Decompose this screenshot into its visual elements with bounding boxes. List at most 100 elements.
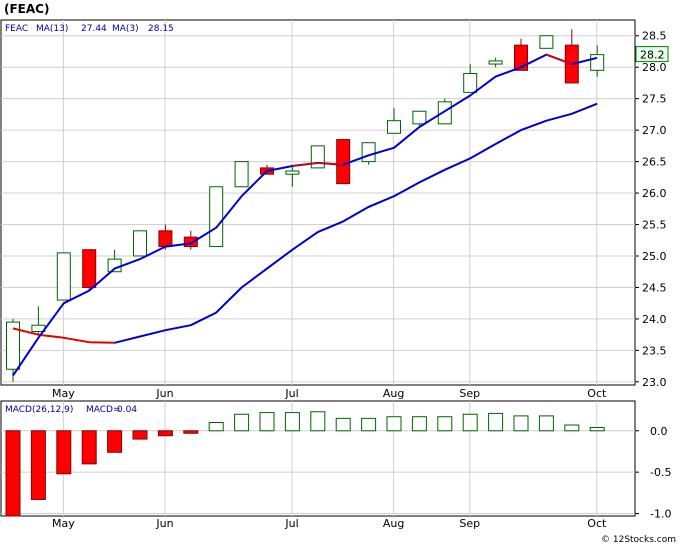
candle-body (463, 72, 478, 93)
candle-up (234, 161, 249, 188)
macd-bar-positive (411, 416, 427, 432)
price-x-month-label: Jul (284, 387, 298, 400)
candle-body (590, 54, 605, 71)
macd-bar-negative (81, 430, 97, 465)
price-y-tick-label: 26.0 (642, 187, 667, 200)
macd-x-month-label: Aug (383, 517, 404, 530)
candle-down (158, 224, 173, 250)
current-price-label: 28.2 (640, 49, 665, 62)
price-candles (6, 29, 605, 382)
price-x-month-label: Jun (155, 387, 173, 400)
macd-bar-positive (208, 422, 224, 432)
candle-body (361, 142, 376, 163)
macd-y-tick-label: -0.5 (650, 466, 671, 479)
macd-y-tick-label: -1.0 (650, 508, 671, 521)
candle-up (437, 98, 452, 125)
macd-bar-negative (30, 430, 46, 500)
price-y-tick-label: 24.5 (642, 281, 667, 294)
macd-bar-positive (361, 417, 377, 432)
current-price-box (635, 46, 669, 63)
candle-body (133, 230, 147, 257)
moving-averages (12, 53, 598, 377)
price-y-tick-label: 28.0 (642, 61, 667, 74)
price-y-tick-label: 25.5 (642, 219, 667, 232)
macd-legend-label: MACD(26,12,9) (5, 405, 73, 415)
macd-x-month-label: May (52, 517, 75, 530)
macd-bar-positive (488, 412, 504, 432)
candle-up (285, 164, 300, 187)
macd-legend: MACD(26,12,9) MACD= 0.04 (5, 405, 137, 415)
candle-up (310, 145, 325, 169)
footer-credit: © 12Stocks.com (601, 535, 676, 545)
candle-up (209, 186, 224, 248)
macd-y-tick-label: 0.0 (650, 425, 668, 438)
candle-body (6, 321, 20, 370)
macd-x-month-label: Oct (587, 517, 607, 530)
candle-body (158, 230, 173, 248)
chart-title: (FEAC) (4, 2, 49, 16)
legend-symbol: FEAC (5, 24, 28, 34)
price-x-month-label: Sep (459, 387, 480, 400)
macd-bar-positive (284, 412, 300, 432)
macd-bar-positive (310, 411, 326, 432)
price-plot-frame (0, 19, 636, 386)
candle-body (412, 110, 427, 125)
macd-legend-value: 0.04 (117, 405, 137, 415)
price-y-axis: 23.0 23.5 24.0 24.5 25.0 25.5 26.0 26.5 27.0 27.5… (635, 30, 667, 389)
candle-body (310, 145, 325, 169)
price-x-month-label: Oct (587, 387, 607, 400)
candle-body (336, 139, 351, 185)
price-y-tick-label: 27.5 (642, 93, 667, 106)
candle-up (488, 57, 503, 68)
price-y-tick-label: 23.0 (642, 376, 667, 389)
price-y-tick-label: 27.0 (642, 124, 667, 137)
macd-bars (5, 411, 605, 517)
candle-body (285, 170, 300, 175)
macd-bar-positive (564, 424, 580, 432)
legend-ma13-label: MA(13) (36, 24, 68, 34)
macd-bar-positive (462, 413, 478, 432)
macd-x-month-label: Sep (459, 517, 480, 530)
ma13-line (114, 102, 598, 344)
price-y-tick-label: 25.0 (642, 250, 667, 263)
price-x-axis: May Jun Jul Aug Sep Oct (52, 387, 607, 400)
macd-y-axis: 0.0 -0.5 -1.0 (635, 425, 671, 521)
ma3-line-red-segment (546, 53, 573, 65)
candle-down (82, 249, 97, 291)
price-x-month-label: Aug (383, 387, 404, 400)
macd-bar-negative (107, 430, 123, 453)
ma13-line-red-segment (12, 327, 115, 344)
price-legend: FEAC MA(13) 27.44 MA(3) 28.15 (5, 24, 174, 34)
candle-up (133, 230, 147, 257)
macd-x-month-label: Jun (155, 517, 173, 530)
current-price-tag: 28.2 (635, 46, 669, 63)
macd-bar-positive (589, 426, 605, 432)
price-y-tick-label: 28.5 (642, 30, 667, 43)
candle-body (514, 44, 528, 71)
candle-up (56, 252, 71, 301)
macd-bar-negative (56, 430, 72, 475)
macd-bar-positive (386, 416, 402, 432)
legend-ma3-label: MA(3) (112, 24, 139, 34)
macd-bar-negative (132, 430, 148, 440)
ma3-line-red-segment (292, 162, 344, 167)
legend-ma3-value: 28.15 (148, 24, 174, 34)
macd-legend-value-label: MACD= (86, 405, 121, 415)
price-panel: 23.0 23.5 24.0 24.5 25.0 25.5 26.0 26.5 27.0 27.5… (0, 19, 669, 400)
candle-body (183, 236, 198, 248)
candle-body (234, 161, 249, 188)
candle-body (209, 186, 224, 248)
candle-body (82, 249, 97, 288)
candle-body (387, 120, 401, 134)
macd-bar-negative (5, 430, 21, 517)
price-x-month-label: May (52, 387, 75, 400)
legend-ma13-value: 27.44 (81, 24, 107, 34)
price-y-tick-label: 23.5 (642, 344, 667, 357)
macd-bar-positive (513, 415, 529, 432)
macd-bar-positive (437, 416, 453, 432)
price-grid (1, 20, 635, 385)
macd-bar-positive (234, 413, 250, 432)
candle-body (488, 60, 503, 65)
